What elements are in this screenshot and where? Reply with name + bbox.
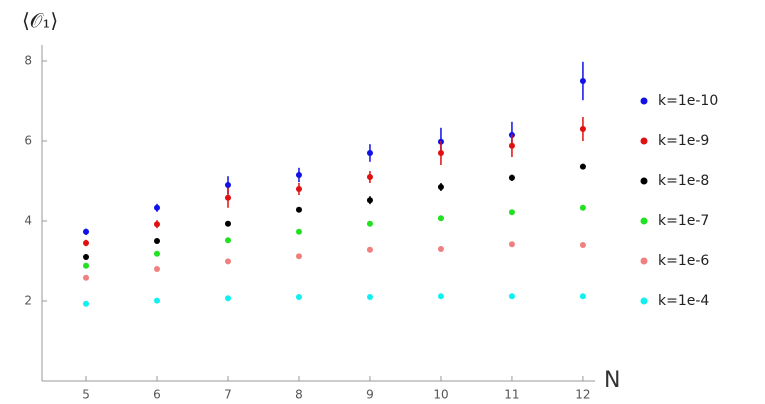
point <box>154 297 161 304</box>
point <box>579 204 586 211</box>
point <box>154 204 161 211</box>
legend-label: k=1e-4 <box>658 293 709 309</box>
legend-label: k=1e-10 <box>658 93 718 109</box>
legend-label: k=1e-9 <box>658 133 709 149</box>
point <box>224 220 231 227</box>
legend-marker <box>640 297 648 305</box>
x-tick-label: 7 <box>224 388 232 402</box>
point <box>154 266 161 272</box>
legend-marker <box>640 257 648 265</box>
point <box>83 228 90 235</box>
point <box>83 240 90 246</box>
point <box>437 150 444 156</box>
point <box>295 228 302 235</box>
point <box>579 126 586 132</box>
x-tick-label: 9 <box>366 388 374 402</box>
x-tick-label: 11 <box>504 388 519 402</box>
point <box>508 209 515 216</box>
x-tick-label: 6 <box>153 388 161 402</box>
point <box>437 184 444 190</box>
point <box>579 78 586 84</box>
point <box>295 206 302 213</box>
point <box>579 163 586 170</box>
point <box>295 294 302 300</box>
x-tick-label: 8 <box>295 388 303 402</box>
point <box>366 294 373 300</box>
point <box>295 172 302 178</box>
point <box>224 182 231 188</box>
legend-marker <box>640 177 648 185</box>
point <box>437 293 444 300</box>
point <box>579 293 586 300</box>
point <box>154 250 161 257</box>
point <box>83 300 90 307</box>
legend-label: k=1e-6 <box>658 253 709 269</box>
point <box>83 262 90 269</box>
point <box>224 237 231 244</box>
x-tick-label: 5 <box>82 388 90 402</box>
point <box>508 142 515 149</box>
legend-label: k=1e-7 <box>658 213 709 229</box>
y-tick-label: 4 <box>24 214 32 228</box>
x-axis-label: N <box>604 368 620 393</box>
y-tick-label: 2 <box>24 294 32 308</box>
x-tick-label: 10 <box>433 388 448 402</box>
point <box>83 274 90 281</box>
point <box>224 295 231 302</box>
point <box>224 194 231 201</box>
point <box>579 242 586 248</box>
legend-marker <box>640 217 648 225</box>
y-tick-label: 8 <box>24 54 32 68</box>
x-tick-label: 12 <box>575 388 590 402</box>
point <box>295 186 302 192</box>
legend-marker <box>640 137 648 145</box>
point <box>366 197 373 204</box>
point <box>154 238 161 244</box>
point <box>508 241 515 248</box>
point <box>224 258 231 265</box>
point <box>154 221 161 228</box>
legend-marker <box>640 97 648 105</box>
point <box>295 253 302 260</box>
legend-label: k=1e-8 <box>658 173 709 189</box>
y-axis-label: ⟨𝒪₁⟩ <box>22 9 58 33</box>
point <box>508 293 515 300</box>
point <box>83 254 90 260</box>
point <box>366 174 373 180</box>
point <box>366 150 373 156</box>
point <box>366 220 373 227</box>
point <box>437 246 444 252</box>
point <box>366 246 373 253</box>
point <box>508 174 515 181</box>
y-tick-label: 6 <box>24 134 32 148</box>
point <box>437 215 444 222</box>
